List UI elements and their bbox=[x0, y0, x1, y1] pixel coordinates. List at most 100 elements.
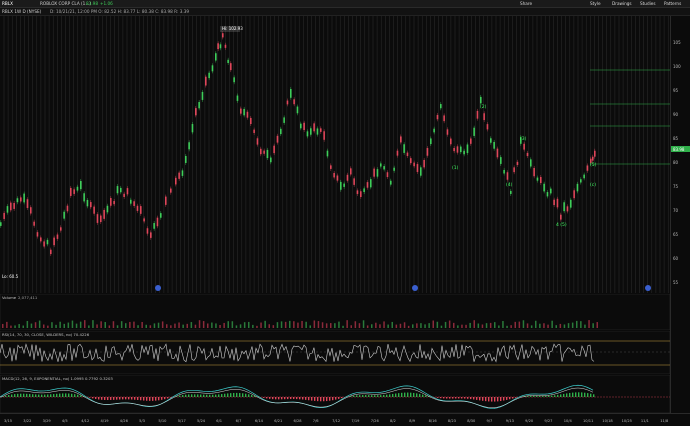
macd-bar bbox=[479, 397, 480, 400]
macd-bar bbox=[488, 397, 489, 401]
macd-bar bbox=[161, 397, 162, 400]
macd-bar bbox=[356, 395, 357, 397]
candle bbox=[517, 162, 519, 165]
macd-bar bbox=[59, 394, 60, 397]
volume-bar bbox=[43, 325, 45, 328]
candle bbox=[53, 238, 55, 246]
macd-bar bbox=[554, 395, 555, 397]
volume-bar bbox=[494, 322, 496, 328]
volume-bar bbox=[51, 322, 53, 328]
candle bbox=[247, 112, 249, 118]
volume-bar bbox=[31, 324, 33, 328]
date-tick: 10/25 bbox=[622, 419, 632, 423]
volume-bar bbox=[580, 321, 582, 328]
volume-bar bbox=[396, 325, 398, 328]
candle bbox=[270, 158, 272, 163]
candle bbox=[440, 104, 442, 108]
volume-bar bbox=[35, 322, 37, 328]
volume-bar bbox=[170, 325, 172, 328]
candle bbox=[33, 222, 35, 226]
volume-bar bbox=[379, 324, 381, 328]
patterns-button[interactable]: Patterns bbox=[664, 1, 681, 6]
candle bbox=[60, 227, 62, 230]
volume-bar bbox=[178, 322, 180, 328]
candle bbox=[117, 186, 119, 193]
macd-bar bbox=[422, 395, 423, 397]
symbol-label[interactable]: RBLX bbox=[2, 1, 13, 6]
volume-bar bbox=[515, 322, 517, 328]
candle bbox=[240, 109, 242, 114]
earnings-icon[interactable] bbox=[412, 285, 418, 291]
volume-bar bbox=[293, 321, 295, 328]
earnings-icon[interactable] bbox=[155, 285, 161, 291]
volume-bar bbox=[154, 323, 156, 328]
volume-bar bbox=[334, 323, 336, 328]
price-chart[interactable]: Hi: 102.93 Lo: 60.5 (1) (2) (3) (4) (5) … bbox=[0, 16, 670, 293]
date-tick: 10/18 bbox=[602, 419, 613, 423]
candle bbox=[182, 170, 184, 176]
volume-bar bbox=[68, 323, 70, 328]
candle bbox=[497, 149, 499, 158]
volume-bar bbox=[322, 322, 324, 328]
candle bbox=[457, 146, 459, 152]
macd-bar bbox=[335, 397, 336, 400]
macd-bar bbox=[527, 396, 528, 397]
macd-bar bbox=[8, 395, 9, 397]
candle bbox=[47, 240, 49, 244]
date-tick: 8/23 bbox=[448, 419, 456, 423]
macd-bar bbox=[155, 397, 156, 401]
drawings-button[interactable]: Drawings bbox=[612, 1, 632, 6]
macd-bar bbox=[233, 393, 234, 397]
macd-bar bbox=[290, 397, 291, 399]
volume-bar bbox=[424, 324, 426, 328]
volume-bar bbox=[564, 324, 566, 328]
macd-bar bbox=[50, 394, 51, 397]
candle bbox=[473, 128, 475, 136]
macd-bar bbox=[584, 393, 585, 397]
macd-bar bbox=[401, 393, 402, 397]
volume-bar bbox=[277, 322, 279, 328]
macd-bar bbox=[560, 394, 561, 397]
date-tick: 5/3 bbox=[139, 419, 145, 423]
macd-bar bbox=[371, 395, 372, 397]
earnings-icon[interactable] bbox=[645, 285, 651, 291]
candle bbox=[417, 164, 419, 172]
studies-button[interactable]: Studies bbox=[640, 1, 656, 6]
macd-bar bbox=[593, 394, 594, 397]
macd-bar bbox=[416, 393, 417, 397]
macd-bar bbox=[140, 397, 141, 400]
candle bbox=[557, 199, 559, 208]
volume-bar bbox=[519, 322, 521, 328]
candle bbox=[430, 138, 432, 144]
macd-bar bbox=[167, 397, 168, 398]
candle bbox=[103, 210, 105, 219]
macd-bar bbox=[332, 397, 333, 400]
share-button[interactable]: Share bbox=[520, 1, 532, 6]
wave-label: (5) bbox=[590, 162, 597, 168]
macd-bar bbox=[125, 397, 126, 399]
volume-bar bbox=[125, 323, 127, 328]
candle bbox=[317, 128, 319, 134]
candle bbox=[107, 206, 109, 213]
macd-bar bbox=[320, 397, 321, 401]
macd-bar bbox=[512, 397, 513, 399]
macd-bar bbox=[14, 394, 15, 397]
macd-bar bbox=[476, 397, 477, 400]
candle bbox=[143, 218, 145, 221]
price-tick: 100 bbox=[673, 64, 681, 69]
style-button[interactable]: Style bbox=[590, 1, 601, 6]
volume-bar bbox=[326, 323, 328, 328]
candle bbox=[217, 43, 219, 49]
macd-bar bbox=[461, 397, 462, 398]
volume-bar bbox=[223, 323, 225, 328]
candle bbox=[353, 178, 355, 185]
price-tick: 60 bbox=[673, 256, 679, 261]
candle bbox=[40, 237, 42, 241]
volume-panel[interactable] bbox=[0, 294, 670, 330]
macd-bar bbox=[188, 394, 189, 397]
price-change: +1.06 bbox=[100, 1, 113, 6]
volume-bar bbox=[363, 320, 365, 328]
rsi-panel[interactable] bbox=[0, 331, 670, 374]
macd-bar bbox=[365, 395, 366, 397]
